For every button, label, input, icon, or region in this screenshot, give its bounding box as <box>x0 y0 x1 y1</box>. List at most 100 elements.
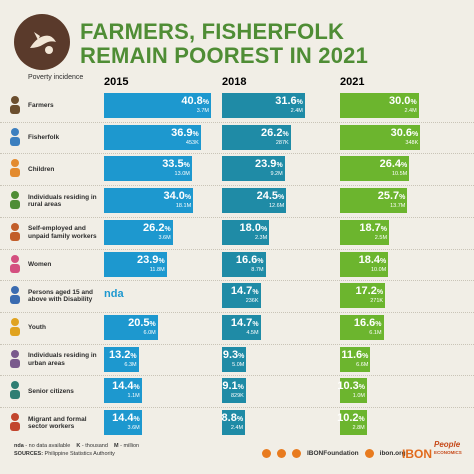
data-label: 24.5% <box>256 190 285 203</box>
category-icon <box>4 316 26 338</box>
bar <box>340 314 384 340</box>
instagram-icon[interactable] <box>277 449 286 458</box>
page-title: FARMERS, FISHERFOLK REMAIN POOREST IN 20… <box>80 20 368 68</box>
data-label: 26.2% <box>261 126 289 139</box>
bar <box>340 346 371 372</box>
table-row: Youth 20.5% 6.0M 14.7% 4.5M 16.6% 6.1M <box>0 311 474 344</box>
category-icon <box>4 379 26 401</box>
sources-label: SOURCES: <box>14 451 44 457</box>
data-label: 9.1% <box>222 380 244 393</box>
ibon-brand: IBON <box>402 447 432 461</box>
count-label: 2.3M <box>254 234 268 241</box>
twitter-icon[interactable] <box>292 449 301 458</box>
category-icon <box>4 189 26 211</box>
bar <box>104 93 211 118</box>
data-label: 14.4% <box>112 412 140 424</box>
bar <box>340 410 367 435</box>
data-label: nda <box>104 288 124 301</box>
title-line-2: REMAIN POOREST IN 2021 <box>80 43 369 68</box>
category-label: Self-employed and unpaid family workers <box>28 225 97 240</box>
bar <box>104 410 142 435</box>
count-label: 1.0M <box>352 393 365 400</box>
website-link[interactable]: ibon.org <box>379 450 406 457</box>
category-label: Persons aged 15 and above with Disabilit… <box>28 288 94 304</box>
data-label: 8.8% <box>221 412 244 424</box>
data-label: 16.6% <box>353 316 382 329</box>
bar <box>222 219 270 245</box>
category-label: Fisherfolk <box>28 133 60 141</box>
count-label: 6.3M <box>124 361 137 368</box>
count-label: 8.7M <box>251 266 264 273</box>
data-label: 26.4% <box>379 158 408 171</box>
count-label: 4.5M <box>246 329 259 336</box>
bar <box>104 346 139 372</box>
data-label: 34.0% <box>163 190 192 203</box>
category-icon <box>4 94 26 116</box>
footer-legend: nda - no data available K - thousand M -… <box>14 442 139 458</box>
count-label: 1.1M <box>127 393 140 400</box>
data-label: 14.7% <box>230 316 259 329</box>
count-label: 11.8M <box>149 266 165 273</box>
category-label: Individuals residing in rural areas <box>28 193 97 209</box>
bar <box>340 124 421 150</box>
category-icon <box>4 126 26 148</box>
bar <box>222 93 305 118</box>
data-label: 18.0% <box>239 221 268 234</box>
count-label: 2.4M <box>404 108 417 114</box>
data-label: 23.9% <box>137 253 165 266</box>
count-label: 829K <box>231 393 244 400</box>
row-divider <box>0 121 474 123</box>
data-label: 13.2% <box>108 348 137 361</box>
legend-nda-desc: - no data available <box>23 443 71 449</box>
row-divider <box>0 216 474 218</box>
bar <box>104 251 167 277</box>
legend-k-key: K <box>76 443 81 449</box>
logo-icon <box>14 14 70 70</box>
table-row: Children 33.5% 13.0M 23.9% 9.2M 26.4% 10.5M <box>0 153 474 185</box>
bar <box>340 219 390 245</box>
bar <box>104 219 173 245</box>
count-label: 2.4M <box>230 425 244 431</box>
data-label: 30.6% <box>390 126 419 139</box>
year-label-2018: 2018 <box>222 76 247 88</box>
bar <box>222 251 266 277</box>
bar <box>104 378 142 404</box>
category-icon <box>4 253 26 275</box>
count-label: 13.0M <box>174 171 190 178</box>
table-row: Senior citizens 14.4% 1.1M 9.1% 829K 10.3% 1.0… <box>0 375 474 407</box>
bar <box>222 156 285 182</box>
table-row: Migrant and formal sector workers 14.4% 3.… <box>0 407 474 439</box>
category-icon <box>4 157 26 179</box>
data-label: 26.2% <box>143 221 171 234</box>
category-label: Children <box>28 165 55 173</box>
legend-m-desc: - million <box>118 443 140 449</box>
data-label: 30.0% <box>389 95 417 107</box>
table-row: Persons aged 15 and above with Disabilit… <box>0 280 474 312</box>
data-label: 17.2% <box>355 285 384 298</box>
count-label: 9.2M <box>270 171 283 178</box>
year-label-2015: 2015 <box>104 76 129 88</box>
row-divider <box>0 311 474 313</box>
row-divider <box>0 248 474 250</box>
table-row: Self-employed and unpaid family workers 2… <box>0 216 474 249</box>
globe-icon[interactable] <box>364 449 374 458</box>
bar <box>340 156 410 182</box>
social-handle[interactable]: IBONFoundation <box>307 450 359 457</box>
data-label: 16.6% <box>235 253 264 266</box>
poverty-incidence-label: Poverty incidence <box>28 74 84 81</box>
category-icon <box>4 348 26 370</box>
count-label: 453K <box>185 139 199 146</box>
data-label: 20.5% <box>128 316 156 329</box>
bar <box>222 124 291 150</box>
count-label: 10.0M <box>370 266 387 273</box>
bar <box>340 378 367 404</box>
count-label: 10.5M <box>391 171 408 178</box>
bar <box>340 188 408 214</box>
bar <box>340 283 386 309</box>
count-label: 3.6M <box>127 425 140 431</box>
category-label: Youth <box>28 324 46 332</box>
data-label: 25.7% <box>377 190 406 203</box>
data-label: 10.3% <box>337 380 365 393</box>
facebook-icon[interactable] <box>262 449 271 458</box>
data-label: 23.9% <box>255 158 283 171</box>
